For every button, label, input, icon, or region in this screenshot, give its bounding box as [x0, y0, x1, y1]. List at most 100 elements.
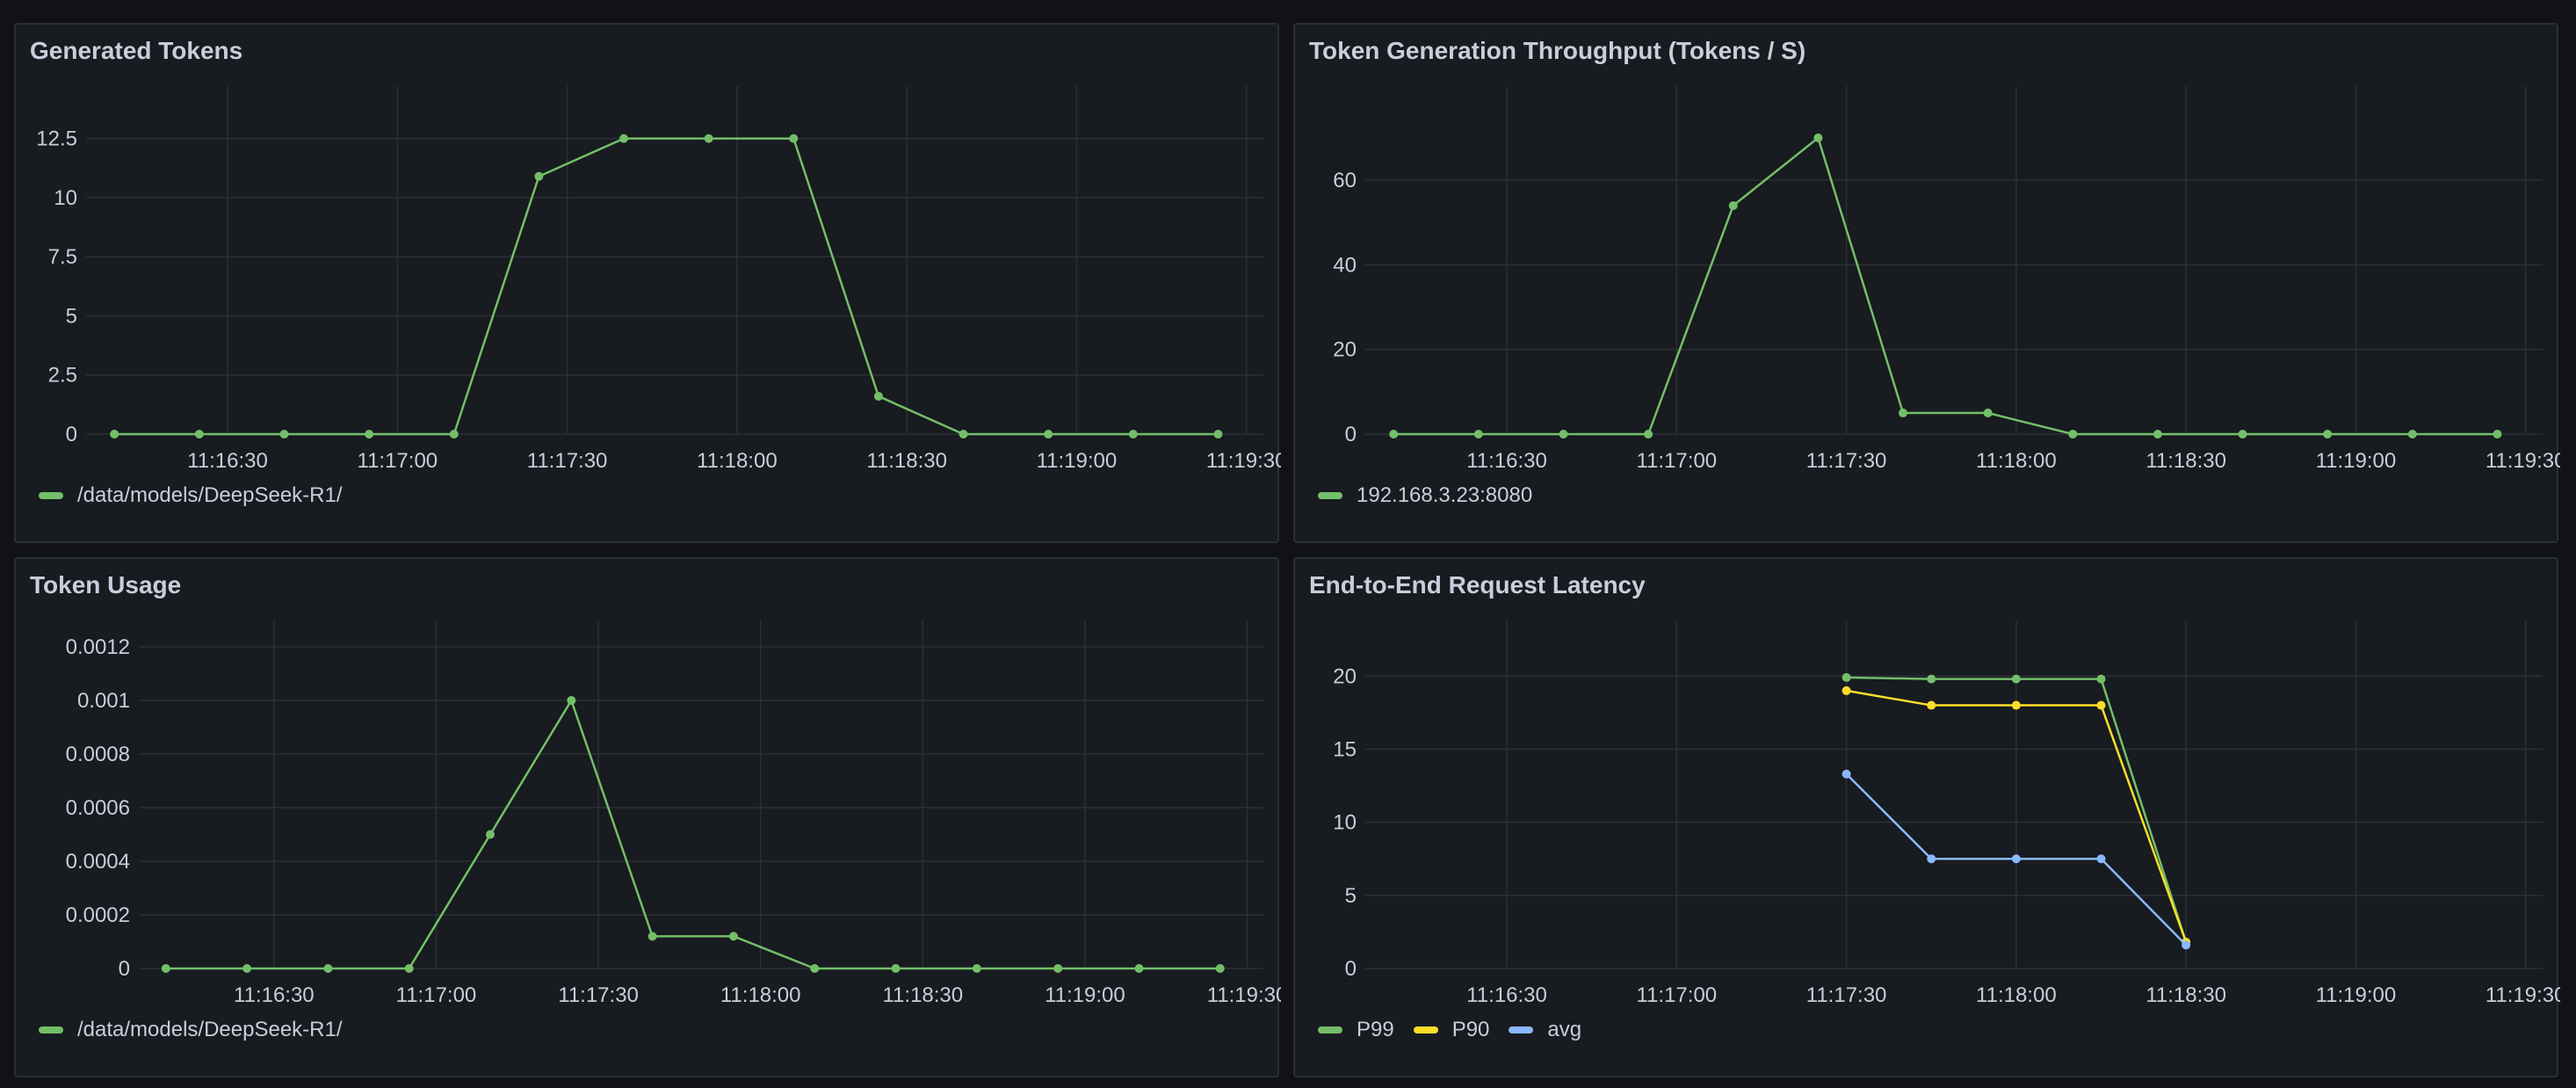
axes: 0 0.0002 0.0004 0.0006 0.0008 0.001 0.0012 11:1…: [66, 635, 1281, 1007]
legend-item[interactable]: 192.168.3.23:8080: [1318, 483, 1532, 508]
data-point: [1044, 430, 1053, 439]
legend-swatch-icon: [39, 492, 63, 499]
legend-item[interactable]: P90: [1413, 1018, 1490, 1042]
data-point: [1213, 430, 1223, 439]
x-tick-label: 11:16:30: [1466, 449, 1547, 473]
y-tick-label: 0: [1345, 957, 1357, 981]
data-point: [959, 430, 968, 439]
data-point: [1728, 200, 1738, 210]
data-point: [449, 430, 459, 439]
x-tick-label: 11:17:30: [527, 449, 608, 473]
data-point: [972, 964, 981, 973]
data-point: [1559, 430, 1568, 439]
legend: /data/models/DeepSeek-R1/: [39, 483, 343, 508]
axes: 0 5 10 15 20 11:16:30 11:17:00 11:17:30 11:18:00…: [1333, 664, 2560, 1007]
legend-label: P99: [1357, 1018, 1394, 1041]
legend-label: 192.168.3.23:8080: [1357, 483, 1533, 507]
data-point: [1813, 133, 1823, 142]
data-point: [1215, 964, 1225, 973]
y-tick-label: 12.5: [36, 127, 77, 151]
x-tick-label: 11:18:00: [697, 449, 778, 473]
legend: 192.168.3.23:8080: [1318, 483, 1532, 508]
series-/data/models/DeepSeek-R1/: [161, 696, 1225, 973]
x-tick-label: 11:18:30: [866, 449, 947, 473]
x-tick-label: 11:17:30: [1806, 983, 1887, 1007]
x-tick-label: 11:16:30: [1466, 983, 1547, 1007]
y-tick-label: 15: [1333, 737, 1357, 761]
legend-item[interactable]: /data/models/DeepSeek-R1/: [39, 483, 343, 508]
series-avg: [1842, 769, 2191, 950]
data-point: [2182, 940, 2191, 950]
x-tick-label: 11:17:30: [1806, 449, 1887, 473]
x-tick-label: 11:17:00: [358, 449, 438, 473]
x-tick-label: 11:18:30: [2145, 449, 2226, 473]
panel-token-throughput: Token Generation Throughput (Tokens / S)…: [1293, 23, 2560, 543]
series-line: [114, 137, 1219, 436]
legend-label: avg: [1547, 1018, 1582, 1041]
x-tick-label: 11:18:30: [2145, 983, 2226, 1007]
data-point: [242, 964, 252, 973]
data-point: [365, 430, 374, 439]
y-tick-label: 2.5: [48, 364, 77, 388]
data-point: [1842, 685, 1851, 695]
panel-title[interactable]: Generated Tokens: [30, 37, 243, 64]
chart-request-latency: 0 5 10 15 20 11:16:30 11:17:00 11:17:30 11:18:00…: [1333, 620, 2560, 1007]
grid: [139, 620, 1263, 969]
series-line: [1393, 135, 2498, 436]
data-point: [1927, 854, 1936, 864]
data-point: [194, 430, 204, 439]
y-tick-label: 0: [1345, 423, 1357, 446]
panel-title[interactable]: Token Usage: [30, 571, 182, 598]
x-tick-label: 11:18:00: [1976, 983, 2057, 1007]
x-tick-label: 11:17:00: [1637, 983, 1718, 1007]
legend-item[interactable]: avg: [1509, 1018, 1581, 1042]
data-point: [2096, 674, 2106, 684]
x-tick-label: 11:18:00: [720, 983, 801, 1007]
chart-token-throughput: 0 20 40 60 11:16:30 11:17:00 11:17:30 11:18:00 1…: [1333, 86, 2560, 473]
x-tick-label: 11:19:30: [1206, 449, 1281, 473]
y-tick-label: 0: [119, 957, 130, 981]
legend-item[interactable]: P99: [1318, 1018, 1394, 1042]
data-point: [534, 171, 544, 181]
series-/data/models/DeepSeek-R1/: [110, 134, 1223, 439]
data-point: [810, 964, 820, 973]
legend-swatch-icon: [1318, 1026, 1342, 1034]
data-point: [2011, 854, 2021, 864]
x-tick-label: 11:19:00: [2316, 983, 2397, 1007]
y-tick-label: 0.0002: [66, 903, 130, 927]
data-point: [1927, 700, 1936, 710]
data-point: [1473, 430, 1483, 439]
y-tick-label: 0.0006: [66, 796, 130, 820]
y-tick-label: 0: [66, 423, 77, 446]
data-point: [567, 696, 576, 705]
legend-label: /data/models/DeepSeek-R1/: [77, 1018, 343, 1041]
data-point: [161, 964, 170, 973]
data-point: [1644, 430, 1653, 439]
legend-swatch-icon: [39, 1026, 63, 1034]
panel-title[interactable]: Token Generation Throughput (Tokens / S): [1309, 37, 1806, 64]
data-point: [2238, 430, 2247, 439]
data-point: [1842, 672, 1851, 682]
data-point: [1134, 964, 1144, 973]
y-tick-label: 5: [1345, 884, 1357, 908]
y-tick-label: 20: [1333, 664, 1357, 688]
panel-title[interactable]: End-to-End Request Latency: [1309, 571, 1646, 598]
y-tick-label: 10: [54, 186, 77, 210]
legend-label: P90: [1451, 1018, 1490, 1041]
x-tick-label: 11:19:30: [1207, 983, 1281, 1007]
data-point: [619, 134, 629, 143]
y-tick-label: 0.0012: [66, 635, 130, 659]
data-point: [2493, 430, 2502, 439]
legend: /data/models/DeepSeek-R1/: [39, 1018, 343, 1042]
data-point: [891, 964, 901, 973]
legend-swatch-icon: [1318, 492, 1342, 499]
data-point: [1927, 674, 1936, 684]
legend-item[interactable]: /data/models/DeepSeek-R1/: [39, 1018, 343, 1042]
data-point: [323, 964, 333, 973]
x-tick-label: 11:18:00: [1976, 449, 2057, 473]
x-tick-label: 11:19:30: [2486, 449, 2560, 473]
y-tick-label: 10: [1333, 811, 1357, 835]
series-192.168.3.23:8080: [1389, 133, 2502, 439]
data-point: [2096, 854, 2106, 864]
data-point: [2323, 430, 2333, 439]
